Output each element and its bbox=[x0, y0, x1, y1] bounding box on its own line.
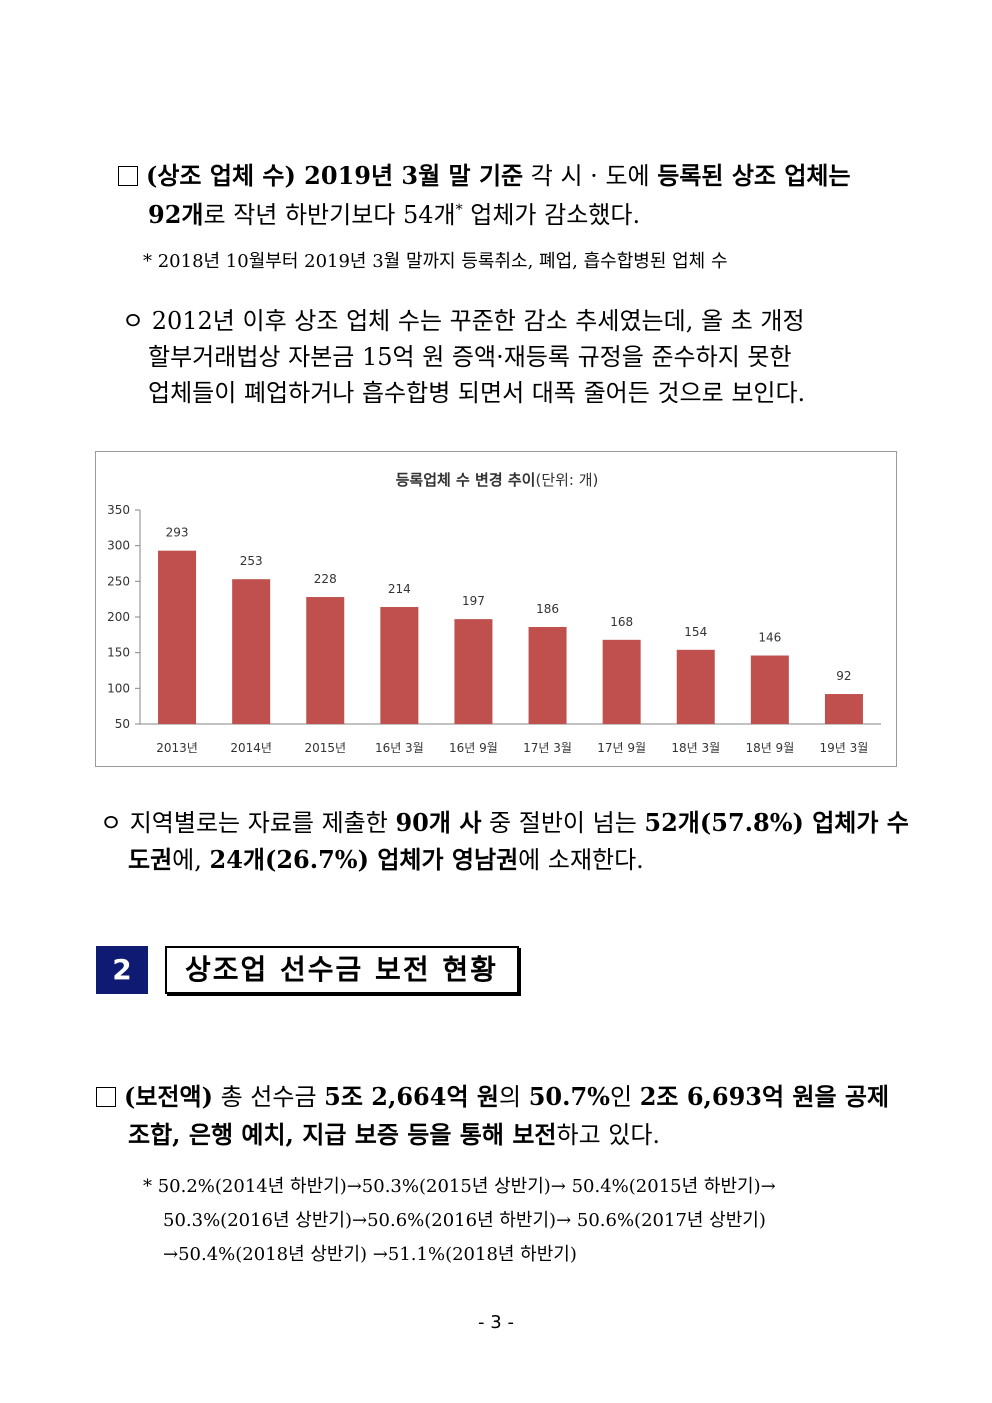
bar bbox=[158, 550, 197, 724]
text-run: 인 bbox=[609, 1083, 640, 1111]
data-label: 293 bbox=[166, 526, 189, 540]
chart-title: 등록업체 수 변경 추이(단위: 개) bbox=[396, 471, 599, 489]
footnote-2-line-2: 50.3%(2016년 상반기)→50.6%(2016년 하반기)→ 50.6%… bbox=[163, 1210, 766, 1231]
x-tick-label: 19년 3월 bbox=[820, 741, 869, 755]
text-run: 에 소재한다. bbox=[518, 846, 644, 874]
footnote-2-line-1: * 50.2%(2014년 하반기)→50.3%(2015년 상반기)→ 50.… bbox=[143, 1176, 776, 1197]
x-tick-label: 16년 9월 bbox=[449, 741, 498, 755]
x-tick-label: 2015년 bbox=[304, 741, 346, 755]
y-tick-label: 100 bbox=[107, 681, 130, 695]
text-run: 로 작년 하반기보다 54개 bbox=[203, 201, 456, 229]
text-run: 24개(26.7%) 업체가 영남권 bbox=[209, 845, 519, 874]
bar bbox=[380, 607, 419, 724]
bar bbox=[528, 626, 567, 724]
y-tick-label: 300 bbox=[107, 539, 130, 553]
bar bbox=[824, 694, 863, 724]
sub-bullet-2-line-2: 도권에, 24개(26.7%) 업체가 영남권에 소재한다. bbox=[128, 840, 644, 875]
text-run: 하고 있다. bbox=[556, 1121, 661, 1149]
bar bbox=[750, 655, 789, 724]
text-run: 2조 6,693억 원을 공제 bbox=[639, 1082, 890, 1111]
text-run: 각 시 · 도에 bbox=[523, 162, 658, 190]
data-label: 146 bbox=[758, 631, 781, 645]
x-tick-label: 2013년 bbox=[156, 741, 198, 755]
x-tick-label: 2014년 bbox=[230, 741, 272, 755]
text-run: 총 선수금 bbox=[212, 1083, 325, 1111]
checkbox-bullet-icon bbox=[96, 1087, 116, 1107]
section-number: 2 bbox=[96, 946, 148, 994]
y-tick-label: 50 bbox=[115, 717, 130, 731]
bar bbox=[306, 597, 345, 724]
text-run: * bbox=[455, 202, 463, 218]
data-label: 253 bbox=[240, 554, 263, 568]
text-run: ㅇ 지역별로는 자료를 제출한 bbox=[100, 809, 396, 837]
y-tick-label: 250 bbox=[107, 574, 130, 588]
bullet-1-line-2: 92개로 작년 하반기보다 54개* 업체가 감소했다. bbox=[148, 195, 640, 230]
bullet-2-line-1: (보전액) 총 선수금 5조 2,664억 원의 50.7%인 2조 6,693… bbox=[96, 1077, 889, 1112]
section-title: 상조업 선수금 보전 현황 bbox=[165, 946, 519, 994]
data-label: 154 bbox=[684, 625, 707, 639]
x-tick-label: 18년 3월 bbox=[671, 741, 720, 755]
bar bbox=[454, 619, 493, 724]
text-run: 도권 bbox=[128, 845, 173, 874]
bar bbox=[232, 579, 271, 724]
bar-chart-svg: 등록업체 수 변경 추이(단위: 개) 50 100 150 200 250 300 350 2… bbox=[107, 471, 881, 755]
bullet-1-line-1: (상조 업체 수) 2019년 3월 말 기준 각 시 · 도에 등록된 상조 … bbox=[118, 156, 851, 191]
sub-bullet-1-line-1: ㅇ 2012년 이후 상조 업체 수는 꾸준한 감소 추세였는데, 올 초 개정 bbox=[122, 307, 805, 335]
text-run: 업체가 감소했다. bbox=[462, 201, 641, 229]
footnote-1: * 2018년 10월부터 2019년 3월 말까지 등록취소, 폐업, 흡수합… bbox=[143, 251, 728, 272]
text-run: 등록된 상조 업체는 bbox=[657, 161, 851, 190]
text-run: 90개 사 bbox=[395, 808, 482, 837]
rich-text: (상조 업체 수) 2019년 3월 말 기준 각 시 · 도에 등록된 상조 … bbox=[146, 161, 851, 190]
text-run: 의 bbox=[498, 1083, 529, 1111]
text-run: 조합, 은행 예치, 지급 보증 등을 통해 보전 bbox=[128, 1120, 557, 1149]
sub-bullet-1-line-2: 할부거래법상 자본금 15억 원 증액·재등록 규정을 준수하지 못한 bbox=[148, 343, 792, 371]
page-number: - 3 - bbox=[478, 1312, 514, 1333]
x-tick-label: 18년 9월 bbox=[745, 741, 794, 755]
y-tick-label: 350 bbox=[107, 503, 130, 517]
data-label: 228 bbox=[314, 572, 337, 586]
sub-bullet-1-line-3: 업체들이 폐업하거나 흡수합병 되면서 대폭 줄어든 것으로 보인다. bbox=[148, 379, 806, 407]
checkbox-bullet-icon bbox=[118, 166, 138, 186]
text-run: (보전액) bbox=[124, 1082, 213, 1111]
footnote-2-line-3: →50.4%(2018년 상반기) →51.1%(2018년 하반기) bbox=[163, 1244, 577, 1265]
bar bbox=[676, 649, 715, 724]
data-label: 214 bbox=[388, 582, 411, 596]
text-run: 52개(57.8%) 업체가 수 bbox=[644, 808, 909, 837]
text-run: 92개 bbox=[148, 200, 204, 229]
data-label: 197 bbox=[462, 594, 485, 608]
text-run: 5조 2,664억 원 bbox=[324, 1082, 499, 1111]
x-tick-label: 16년 3월 bbox=[375, 741, 424, 755]
data-label: 186 bbox=[536, 602, 559, 616]
y-tick-label: 150 bbox=[107, 646, 130, 660]
text-run: 에, bbox=[172, 846, 210, 874]
text-run: 50.7% bbox=[528, 1082, 610, 1111]
bar bbox=[602, 639, 641, 724]
text-run: 중 절반이 넘는 bbox=[481, 809, 645, 837]
rich-text: (보전액) 총 선수금 5조 2,664억 원의 50.7%인 2조 6,693… bbox=[124, 1082, 890, 1111]
bullet-2-line-2: 조합, 은행 예치, 지급 보증 등을 통해 보전하고 있다. bbox=[128, 1115, 660, 1150]
text-run: (상조 업체 수) 2019년 3월 말 기준 bbox=[146, 161, 524, 190]
data-label: 168 bbox=[610, 615, 633, 629]
data-label: 92 bbox=[836, 669, 851, 683]
x-tick-label: 17년 3월 bbox=[523, 741, 572, 755]
x-tick-label: 17년 9월 bbox=[597, 741, 646, 755]
bar-chart: 등록업체 수 변경 추이(단위: 개) 50 100 150 200 250 300 350 2… bbox=[95, 451, 897, 767]
y-tick-label: 200 bbox=[107, 610, 130, 624]
sub-bullet-2-line-1: ㅇ 지역별로는 자료를 제출한 90개 사 중 절반이 넘는 52개(57.8%… bbox=[100, 803, 909, 838]
